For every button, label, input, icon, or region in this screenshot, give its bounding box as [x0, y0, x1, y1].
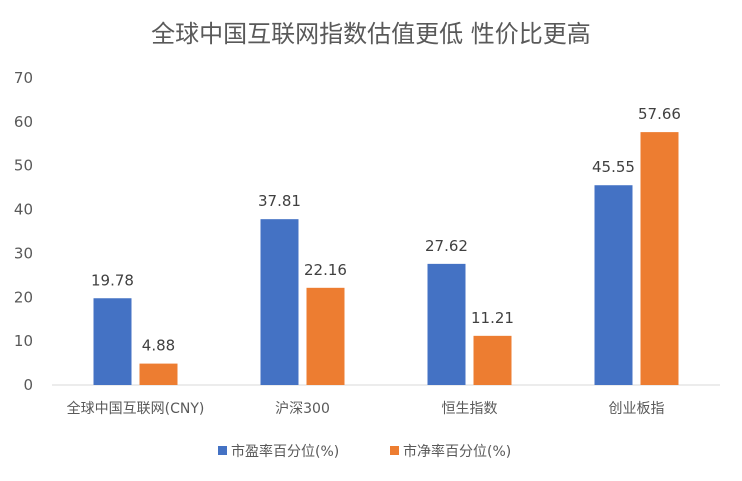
chart-title: 全球中国互联网指数估值更低 性价比更高	[151, 20, 591, 48]
bar	[260, 219, 299, 385]
legend-label: 市净率百分位(%)	[403, 443, 511, 460]
data-label: 27.62	[425, 237, 468, 255]
category-label: 全球中国互联网(CNY)	[67, 400, 205, 417]
bars	[93, 132, 679, 385]
legend: 市盈率百分位(%) 市净率百分位(%)	[218, 443, 511, 460]
y-tick-label: 70	[14, 69, 33, 87]
y-tick-label: 50	[14, 157, 33, 175]
y-tick-label: 60	[14, 113, 33, 131]
data-label: 22.16	[304, 261, 347, 279]
bar	[594, 185, 633, 385]
category-label: 恒生指数	[442, 401, 498, 417]
legend-swatch	[218, 446, 227, 455]
y-tick-label: 40	[14, 201, 33, 219]
data-label: 11.21	[471, 309, 514, 327]
bar	[427, 263, 466, 385]
data-label: 37.81	[258, 192, 301, 210]
category-label: 创业板指	[609, 401, 665, 417]
data-label: 19.78	[91, 271, 134, 289]
legend-label: 市盈率百分位(%)	[231, 443, 339, 460]
category-labels: 全球中国互联网(CNY) 沪深300 恒生指数 创业板指	[67, 400, 665, 417]
bar	[473, 335, 512, 385]
category-label: 沪深300	[275, 401, 330, 417]
legend-swatch	[390, 446, 399, 455]
y-tick-label: 30	[14, 244, 33, 262]
y-tick-label: 20	[14, 288, 33, 306]
y-axis-ticks: 0 10 20 30 40 50 60 70	[14, 69, 33, 394]
bar	[139, 363, 178, 385]
bar	[306, 287, 345, 385]
bar	[640, 132, 679, 385]
data-labels: 19.78 4.88 37.81 22.16 27.62 11.21 45.55 57.66	[91, 105, 681, 354]
data-label: 45.55	[592, 158, 635, 176]
y-tick-label: 10	[14, 332, 33, 350]
y-tick-label: 0	[23, 376, 33, 394]
bar	[93, 298, 132, 385]
data-label: 57.66	[638, 105, 681, 123]
data-label: 4.88	[142, 337, 175, 355]
